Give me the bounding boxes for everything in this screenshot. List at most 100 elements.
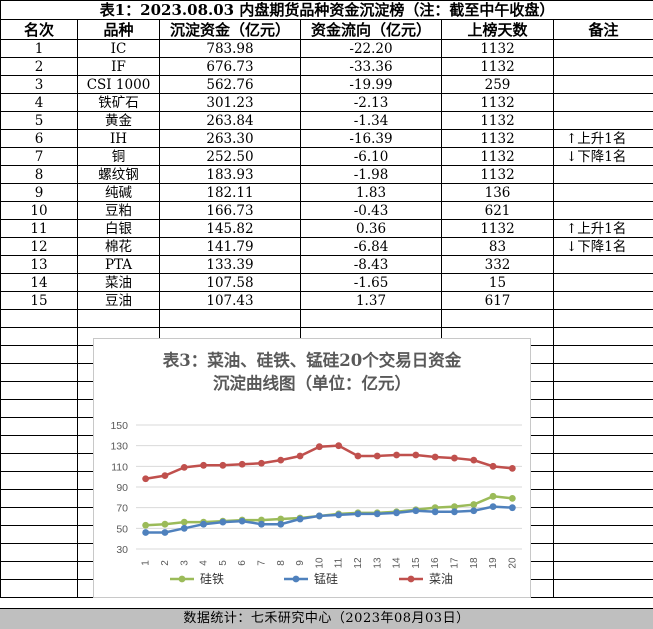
cell-deposited: 263.84 (159, 111, 301, 130)
cell-rank: 10 (0, 201, 78, 220)
empty-cell (159, 309, 301, 328)
data-point (258, 459, 265, 467)
data-point (373, 452, 381, 460)
data-point (489, 503, 497, 511)
y-tick-label: 130 (110, 441, 128, 453)
cell-flow: -8.43 (300, 255, 442, 274)
cell-remark (552, 183, 653, 202)
cell-days: 1132 (441, 57, 554, 76)
empty-cell (0, 309, 78, 328)
data-point (470, 507, 478, 515)
empty-cell (0, 327, 78, 346)
empty-cell (0, 435, 78, 454)
data-point (200, 461, 207, 469)
x-tick-label: 11 (334, 557, 345, 568)
data-point (393, 451, 400, 459)
cell-variety: IH (77, 129, 160, 148)
empty-cell (552, 453, 653, 472)
cell-days: 1132 (441, 111, 554, 130)
cell-remark: ↑上升1名 (552, 129, 653, 148)
cell-deposited: 182.11 (159, 183, 301, 202)
legend-label: 硅铁 (200, 572, 224, 586)
cell-days: 332 (441, 255, 554, 274)
legend-marker (178, 575, 186, 583)
cell-remark (552, 39, 653, 58)
cell-deposited: 107.58 (159, 273, 301, 292)
cell-flow: -6.84 (300, 237, 442, 256)
empty-cell (0, 363, 78, 382)
empty-cell (552, 507, 653, 526)
empty-cell (552, 579, 653, 598)
table-row: 14 菜油 107.58 -1.65 15 (0, 273, 653, 292)
cell-variety: 豆粕 (77, 201, 160, 220)
header-rank: 名次 (0, 19, 78, 40)
cell-variety: PTA (77, 255, 160, 274)
table-row: 12 棉花 141.79 -6.84 83 ↓下降1名 (0, 237, 653, 256)
data-point (277, 515, 285, 523)
y-tick-label: 50 (116, 523, 128, 535)
data-point (431, 508, 439, 516)
table-row: 6 IH 263.30 -16.39 1132 ↑上升1名 (0, 129, 653, 148)
x-tick-label: 9 (295, 560, 306, 566)
chart-title-line1: 表3：菜油、硅铁、锰硅20个交易日资金 (162, 351, 462, 370)
cell-flow: -16.39 (300, 129, 442, 148)
data-point (180, 518, 188, 526)
data-point (354, 510, 362, 518)
cell-variety: 黄金 (77, 111, 160, 130)
cell-rank: 11 (0, 219, 78, 238)
data-point (180, 463, 188, 471)
x-tick-label: 13 (372, 557, 383, 569)
cell-flow: 1.37 (300, 291, 442, 310)
empty-cell (441, 309, 554, 328)
cell-days: 621 (441, 201, 554, 220)
data-point (335, 442, 343, 450)
x-tick-label: 19 (488, 557, 499, 569)
cell-days: 259 (441, 75, 554, 94)
data-point (277, 520, 285, 528)
x-tick-label: 8 (276, 560, 287, 566)
cell-days: 1132 (441, 147, 554, 166)
x-tick-label: 12 (353, 557, 364, 569)
chart-title: 表3：菜油、硅铁、锰硅20个交易日资金 沉淀曲线图（单位：亿元） (94, 349, 530, 395)
data-point (412, 507, 420, 515)
empty-cell (552, 399, 653, 418)
x-tick-label: 5 (218, 560, 229, 566)
data-point (296, 452, 304, 460)
data-point (219, 461, 227, 469)
header-deposited-funds: 沉淀资金（亿元） (159, 19, 301, 40)
x-tick-label: 18 (469, 557, 480, 569)
cell-remark (552, 201, 653, 220)
table-row: 8 螺纹钢 183.93 -1.98 1132 (0, 165, 653, 184)
x-tick-label: 16 (430, 557, 441, 569)
cell-deposited: 676.73 (159, 57, 301, 76)
table-row: 9 纯碱 182.11 1.83 136 (0, 183, 653, 202)
empty-cell (552, 381, 653, 400)
table-row: 10 豆粕 166.73 -0.43 621 (0, 201, 653, 220)
data-point (180, 524, 188, 532)
header-variety: 品种 (77, 19, 160, 40)
x-tick-label: 7 (256, 560, 267, 566)
chart-title-line2: 沉淀曲线图（单位：亿元） (213, 374, 411, 393)
table-row: 13 PTA 133.39 -8.43 332 (0, 255, 653, 274)
cell-flow: -19.99 (300, 75, 442, 94)
cell-deposited: 252.50 (159, 147, 301, 166)
data-point (508, 494, 516, 502)
cell-variety: IF (77, 57, 160, 76)
cell-flow: -1.34 (300, 111, 442, 130)
cell-days: 1132 (441, 39, 554, 58)
header-fund-flow: 资金流向（亿元） (300, 19, 442, 40)
cell-days: 15 (441, 273, 554, 292)
cell-days: 136 (441, 183, 554, 202)
empty-cell (0, 399, 78, 418)
cell-rank: 7 (0, 147, 78, 166)
table-row: 7 铜 252.50 -6.10 1132 ↓下降1名 (0, 147, 653, 166)
cell-remark: ↑上升1名 (552, 219, 653, 238)
empty-cell (552, 435, 653, 454)
empty-cell (552, 309, 653, 328)
data-point (470, 456, 478, 464)
cell-remark (552, 111, 653, 130)
data-point (161, 472, 169, 480)
data-point (393, 509, 400, 517)
data-point (258, 520, 265, 528)
empty-cell (0, 471, 78, 490)
